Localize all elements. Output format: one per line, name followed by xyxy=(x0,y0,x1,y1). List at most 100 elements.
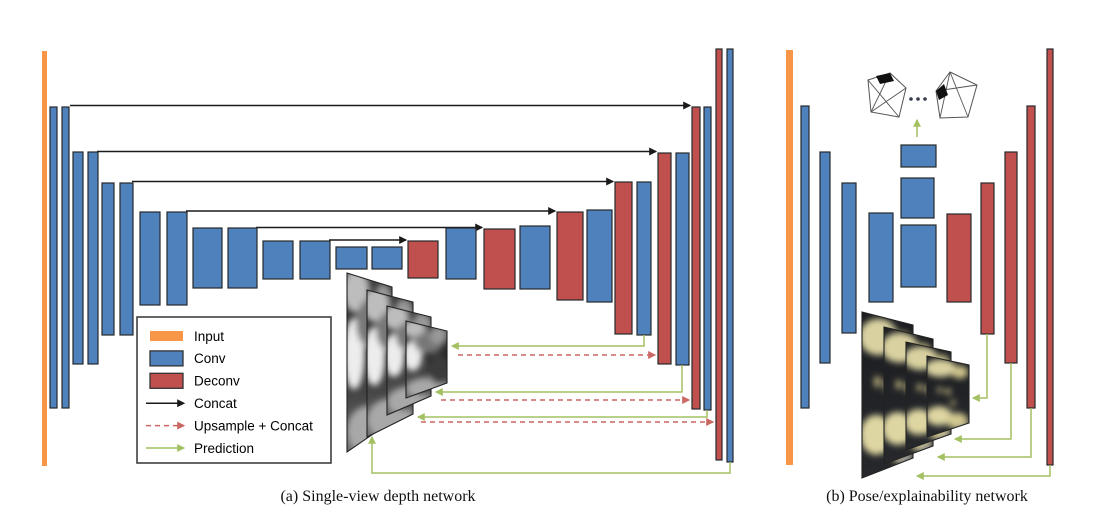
depth-map-outline xyxy=(405,320,448,399)
caption-depth-network: (a) Single-view depth network xyxy=(280,488,475,505)
prediction-arrow xyxy=(936,408,1032,461)
explainability-mask-blob xyxy=(927,359,957,378)
legend-item: Concat xyxy=(146,396,237,411)
prediction-arrow xyxy=(971,334,988,402)
conv-bar xyxy=(192,227,223,289)
legend-item: Conv xyxy=(149,350,226,367)
conv-bar xyxy=(139,211,161,306)
deconv-bar xyxy=(691,106,701,410)
prediction-arrow xyxy=(915,465,1051,480)
deconv-bar xyxy=(556,211,584,301)
conv-bar xyxy=(72,151,84,365)
conv-bar xyxy=(101,182,115,336)
conv-bar xyxy=(262,240,294,280)
depth-map-outline xyxy=(386,305,432,416)
depth-network xyxy=(42,48,734,474)
legend-input-swatch xyxy=(150,331,183,341)
conv-bar xyxy=(87,151,99,365)
prediction-arrow xyxy=(416,410,708,421)
frustum-facet xyxy=(876,73,894,84)
explainability-mask-outline xyxy=(905,341,952,451)
explainability-mask-blob xyxy=(895,379,902,390)
prediction-arrow xyxy=(434,365,683,396)
conv-bar xyxy=(800,105,810,409)
explainability-mask-blob xyxy=(951,365,969,379)
prediction-arrow xyxy=(450,335,645,350)
conv-bar xyxy=(703,106,712,411)
explainability-mask-blob xyxy=(945,388,951,395)
conv-bar xyxy=(726,48,734,463)
deconv-bar xyxy=(407,240,439,279)
conv-bar xyxy=(227,227,258,289)
explainability-mask-blob xyxy=(927,406,953,426)
deconv-bar xyxy=(1026,105,1036,409)
legend-item: Deconv xyxy=(149,372,240,389)
ellipsis-dot xyxy=(909,97,913,101)
deconv-bar xyxy=(657,152,672,365)
conv-bar xyxy=(675,152,690,366)
deconv-bar xyxy=(980,182,995,335)
explainability-mask-blob xyxy=(916,383,923,392)
conv-bar xyxy=(586,209,613,303)
conv-bar xyxy=(166,211,188,306)
explainability-mask-blob xyxy=(937,387,943,393)
explainability-mask-outline xyxy=(883,326,934,465)
legend: Input Conv Deconv Concat Upsample + Concat Pr… xyxy=(136,316,332,464)
depth-map-blob xyxy=(428,353,447,385)
frustum-outline xyxy=(935,71,978,119)
explainability-mask-blob xyxy=(950,399,956,407)
frustum-facet xyxy=(936,84,948,100)
conv-bar xyxy=(61,106,70,409)
conv-bar xyxy=(841,182,857,334)
legend-label: Conv xyxy=(194,351,226,366)
conv-bar xyxy=(868,212,894,303)
deconv-bar xyxy=(715,48,723,461)
prediction-arrow xyxy=(953,363,1012,443)
depth-map-outline xyxy=(366,289,414,438)
camera-frustum-icon xyxy=(867,72,907,118)
ellipsis-dot xyxy=(916,97,920,101)
conv-bar xyxy=(900,177,935,219)
conv-bar xyxy=(900,144,937,168)
deconv-bar xyxy=(1046,48,1054,466)
pose-network xyxy=(786,48,1054,480)
explainability-mask-blob xyxy=(874,375,881,388)
input-bar xyxy=(42,51,47,466)
frustum-edge xyxy=(949,71,969,118)
legend-label: Concat xyxy=(194,396,237,411)
ellipsis-dot xyxy=(923,97,927,101)
conv-bar xyxy=(371,246,403,270)
explainability-mask-blob xyxy=(906,408,933,435)
camera-frustum-icon xyxy=(935,71,978,119)
legend-deconv-swatch xyxy=(149,372,184,389)
conv-bar xyxy=(900,224,937,288)
legend-label: Input xyxy=(194,329,224,344)
legend-conv-swatch xyxy=(149,350,184,367)
explainability-mask xyxy=(927,356,969,437)
conv-bar xyxy=(49,106,58,409)
conv-bar xyxy=(819,151,831,364)
conv-bar xyxy=(636,181,652,336)
legend-item: Upsample + Concat xyxy=(146,418,313,433)
caption-pose-network: (b) Pose/explainability network xyxy=(826,488,1028,505)
legend-label: Upsample + Concat xyxy=(194,418,313,433)
conv-bar xyxy=(119,182,134,336)
conv-bar xyxy=(299,240,331,280)
conv-bar xyxy=(335,246,368,270)
deconv-bar xyxy=(1004,151,1018,364)
input-bar xyxy=(786,50,793,465)
deconv-bar xyxy=(483,228,516,290)
prediction-arrow xyxy=(368,435,731,474)
legend-item: Input xyxy=(150,329,224,344)
depth-map xyxy=(406,321,447,398)
conv-bar xyxy=(519,225,551,290)
conv-bar xyxy=(445,227,477,280)
legend-label: Prediction xyxy=(194,441,254,456)
frustum-edge xyxy=(867,79,900,118)
depth-map-blob xyxy=(347,273,370,313)
explainability-mask-outline xyxy=(926,355,970,438)
deconv-bar xyxy=(946,213,972,303)
explainability-mask-outline xyxy=(861,311,914,479)
